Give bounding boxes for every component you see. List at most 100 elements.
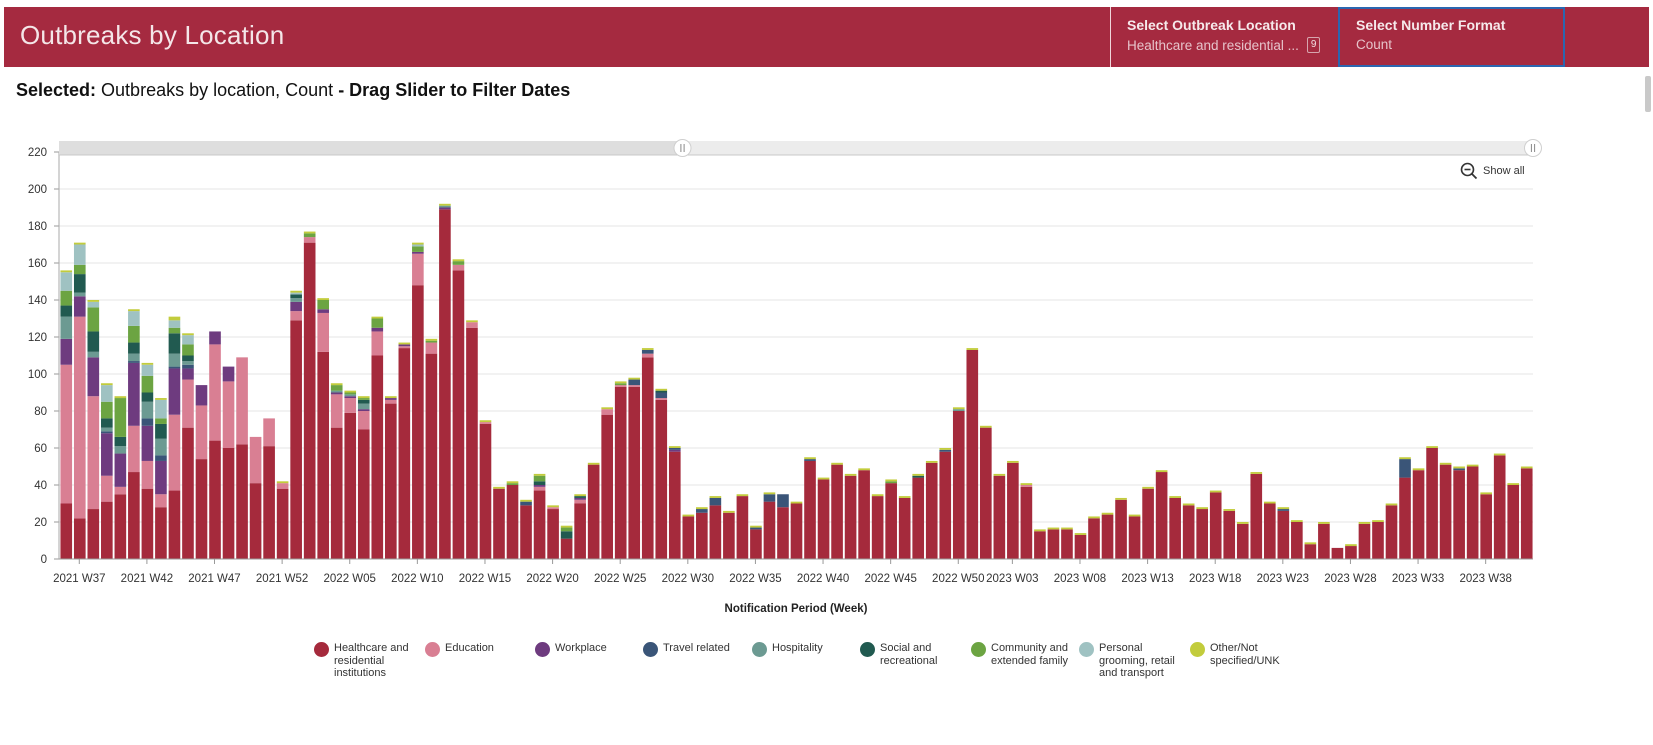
bar-segment[interactable]	[777, 507, 789, 559]
bar-segment[interactable]	[425, 353, 438, 559]
bar-segment[interactable]	[141, 460, 154, 489]
bar-stack[interactable]	[560, 525, 573, 559]
bar-stack[interactable]	[790, 501, 803, 560]
bar-segment[interactable]	[682, 514, 695, 517]
bar-stack[interactable]	[871, 494, 884, 559]
bar-segment[interactable]	[114, 446, 127, 454]
bar-segment[interactable]	[87, 396, 100, 510]
bar-segment[interactable]	[141, 425, 154, 461]
bar-segment[interactable]	[1345, 544, 1357, 547]
bar-segment[interactable]	[1034, 529, 1046, 532]
bar-segment[interactable]	[1047, 527, 1060, 530]
bar-stack[interactable]	[1223, 509, 1236, 559]
bar-segment[interactable]	[303, 242, 316, 559]
bar-segment[interactable]	[844, 473, 857, 476]
bar-segment[interactable]	[182, 333, 194, 336]
bar-segment[interactable]	[425, 342, 438, 354]
bar-segment[interactable]	[439, 205, 451, 208]
bar-segment[interactable]	[1061, 527, 1073, 530]
bar-segment[interactable]	[344, 390, 357, 393]
bar-segment[interactable]	[114, 436, 127, 447]
bar-segment[interactable]	[101, 383, 113, 386]
bar-segment[interactable]	[182, 335, 194, 345]
bar-segment[interactable]	[1142, 488, 1154, 559]
bar-segment[interactable]	[736, 494, 749, 497]
bar-segment[interactable]	[155, 494, 167, 508]
bar-segment[interactable]	[655, 388, 668, 391]
bar-stack[interactable]	[1182, 503, 1195, 560]
bar-stack[interactable]	[1155, 470, 1168, 559]
bar-segment[interactable]	[87, 301, 100, 308]
bar-segment[interactable]	[709, 496, 722, 498]
bar-stack[interactable]	[655, 388, 668, 559]
bar-segment[interactable]	[384, 403, 397, 559]
bar-segment[interactable]	[128, 342, 140, 354]
bar-stack[interactable]	[1088, 516, 1100, 559]
bar-stack[interactable]	[1115, 497, 1127, 559]
bar-stack[interactable]	[763, 492, 776, 559]
bar-segment[interactable]	[73, 316, 86, 519]
number-format-selector[interactable]: Select Number Format Count	[1338, 7, 1565, 67]
bar-segment[interactable]	[790, 503, 803, 560]
bar-segment[interactable]	[412, 251, 424, 254]
bar-segment[interactable]	[398, 342, 411, 345]
bar-segment[interactable]	[155, 399, 167, 419]
bar-segment[interactable]	[844, 475, 857, 559]
legend-item[interactable]: Hospitality	[752, 642, 860, 680]
bar-segment[interactable]	[114, 396, 127, 399]
bar-segment[interactable]	[993, 473, 1006, 476]
bar-segment[interactable]	[1101, 512, 1114, 515]
bar-segment[interactable]	[1209, 490, 1222, 493]
bar-stack[interactable]	[885, 479, 897, 559]
bar-segment[interactable]	[344, 398, 357, 413]
bar-stack[interactable]	[452, 259, 465, 559]
bar-stack[interactable]	[898, 496, 911, 559]
bar-segment[interactable]	[303, 237, 316, 243]
bar-segment[interactable]	[384, 396, 397, 399]
date-range-slider[interactable]	[59, 139, 1542, 157]
bar-segment[interactable]	[1399, 477, 1411, 559]
bar-segment[interactable]	[344, 394, 357, 397]
bar-segment[interactable]	[1155, 470, 1168, 473]
bar-segment[interactable]	[1385, 503, 1398, 506]
bar-segment[interactable]	[1399, 457, 1411, 460]
bar-segment[interactable]	[60, 290, 73, 306]
bar-segment[interactable]	[412, 253, 424, 286]
bar-segment[interactable]	[1439, 462, 1452, 465]
bar-segment[interactable]	[1196, 507, 1209, 510]
slider-handle-right[interactable]	[1524, 139, 1542, 157]
bar-segment[interactable]	[141, 392, 154, 402]
bar-segment[interactable]	[547, 509, 559, 559]
bar-stack[interactable]	[696, 507, 708, 559]
bar-segment[interactable]	[439, 203, 451, 206]
bar-stack[interactable]	[466, 320, 478, 559]
bar-segment[interactable]	[357, 429, 370, 560]
bar-segment[interactable]	[1507, 483, 1520, 485]
bar-segment[interactable]	[1236, 523, 1249, 559]
bar-segment[interactable]	[182, 427, 194, 559]
bar-segment[interactable]	[195, 385, 208, 406]
bar-segment[interactable]	[574, 499, 586, 504]
bar-segment[interactable]	[858, 470, 870, 559]
bar-segment[interactable]	[168, 368, 181, 415]
bar-segment[interactable]	[1250, 473, 1263, 559]
bar-segment[interactable]	[101, 418, 113, 428]
bar-stack[interactable]	[952, 407, 965, 559]
bar-stack[interactable]	[709, 496, 722, 559]
bar-segment[interactable]	[128, 362, 140, 426]
bar-segment[interactable]	[317, 351, 330, 559]
bar-segment[interactable]	[60, 305, 73, 317]
bar-stack[interactable]	[290, 290, 302, 559]
bar-segment[interactable]	[614, 381, 627, 384]
bar-segment[interactable]	[506, 485, 519, 559]
bar-segment[interactable]	[155, 398, 167, 400]
bar-stack[interactable]	[1480, 492, 1492, 559]
bar-segment[interactable]	[141, 488, 154, 559]
bar-segment[interactable]	[1466, 466, 1479, 560]
bar-segment[interactable]	[371, 316, 384, 319]
bar-stack[interactable]	[1196, 507, 1209, 559]
bar-stack[interactable]	[587, 462, 600, 559]
bar-stack[interactable]	[1277, 507, 1290, 559]
bar-stack[interactable]	[1047, 527, 1060, 559]
bar-segment[interactable]	[601, 414, 613, 559]
